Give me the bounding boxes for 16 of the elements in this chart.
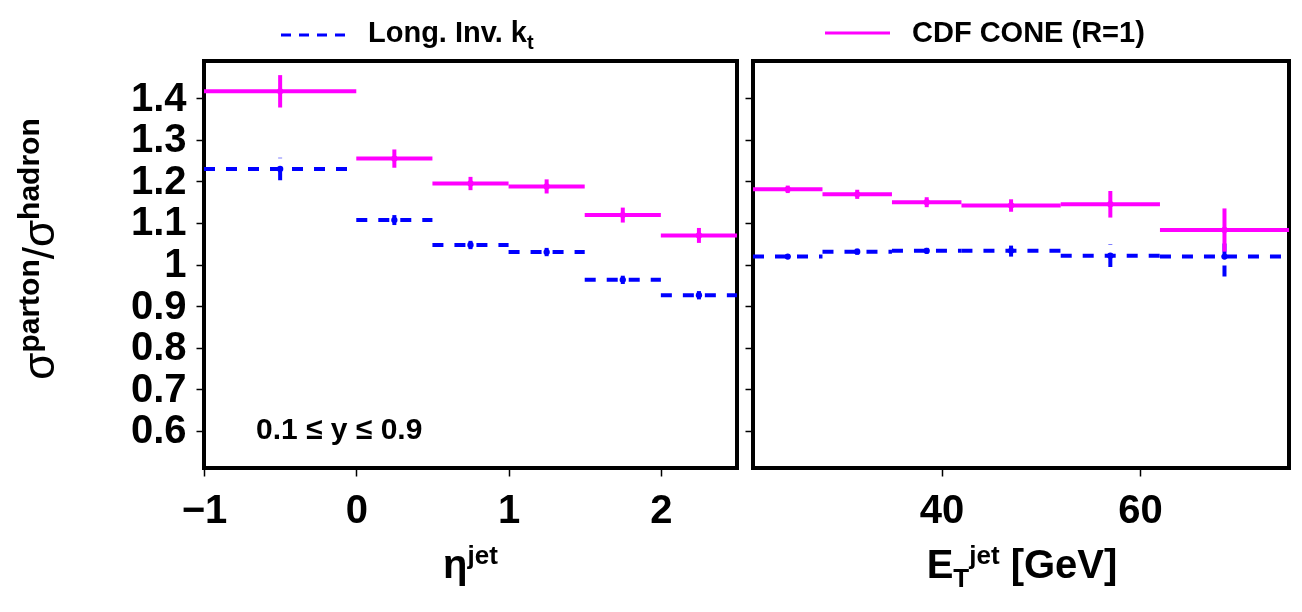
legend-label: CDF CONE (R=1): [912, 16, 1145, 49]
x-axis-title: E$_{T}$$^{jet}$ [GeV]: [926, 540, 1118, 595]
y-tick-label: 1.4: [130, 74, 188, 119]
x-axis-title: η$^{jet}$: [443, 540, 498, 588]
x-tick-label: 0: [345, 486, 368, 531]
y-tick-label: 1: [164, 241, 187, 285]
annotation: 0.1 ≤ y ≤ 0.9: [256, 412, 423, 445]
y-tick-label: 0.6: [130, 407, 187, 452]
x-tick-label: 1: [497, 486, 521, 531]
y-tick-label: 0.9: [130, 282, 187, 327]
x-tick-label: 2: [650, 486, 673, 531]
legend-label: Long. Inv. k$_{t}$: [368, 16, 534, 54]
x-tick-label: 60: [1118, 486, 1163, 531]
y-tick-label: 1.1: [130, 199, 187, 244]
x-tick-label: −1: [181, 486, 228, 531]
x-tick-label: 40: [919, 486, 965, 531]
